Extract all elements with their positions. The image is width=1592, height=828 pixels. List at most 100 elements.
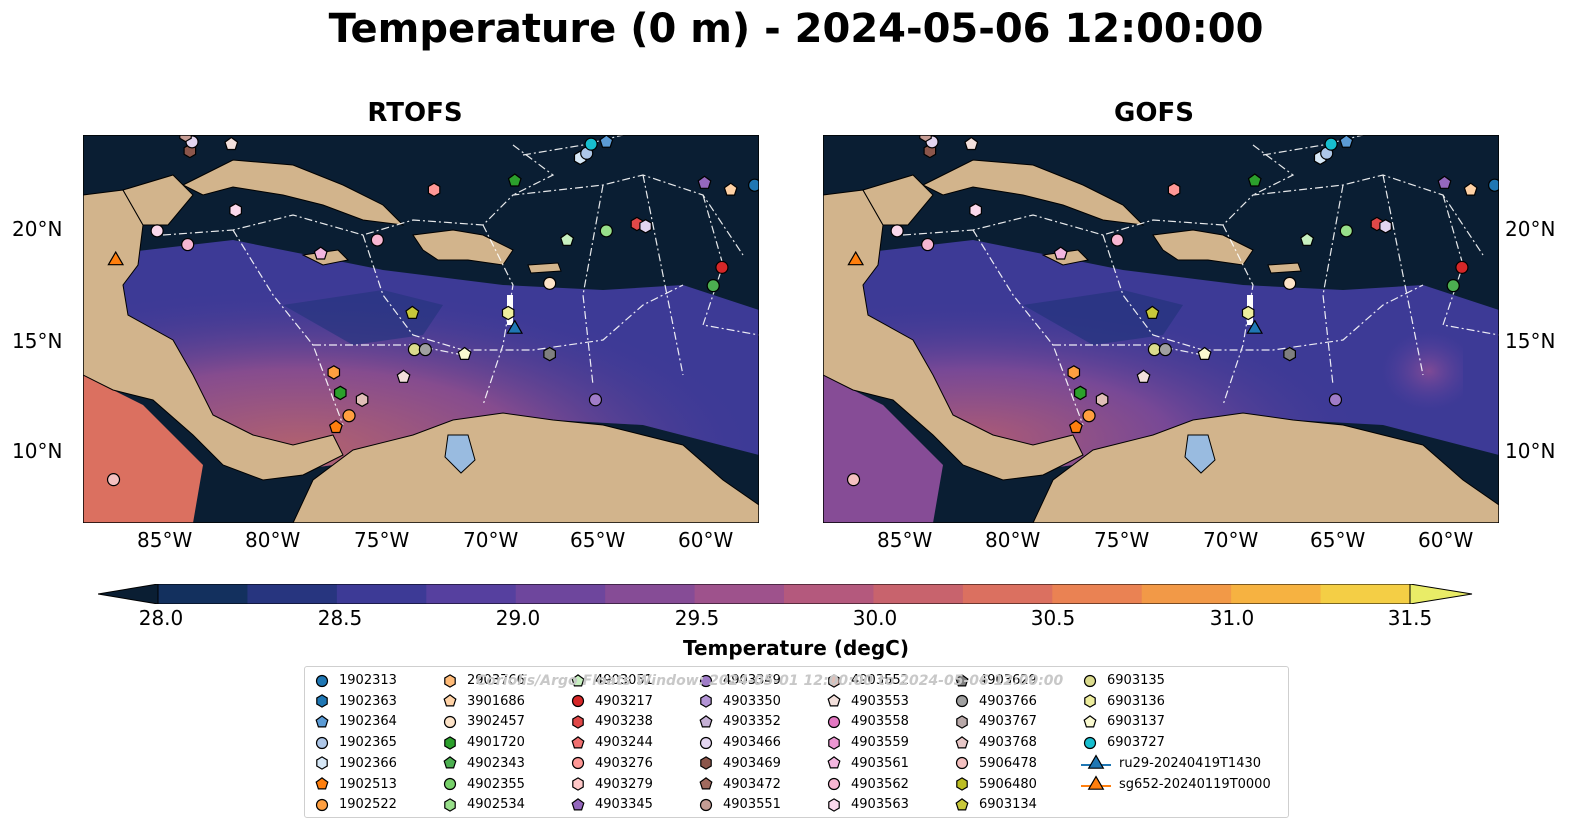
float-marker[interactable] (405, 305, 420, 319)
land-yucatan (862, 174, 934, 226)
float-marker[interactable] (1082, 409, 1096, 423)
watermark: Coriolis/Argo Floats Window: 2024-05-01 … (476, 673, 1064, 689)
float-marker[interactable] (1455, 260, 1469, 274)
float-marker[interactable] (418, 342, 432, 357)
float-marker[interactable] (588, 393, 603, 407)
float-marker[interactable] (224, 136, 239, 151)
float-marker[interactable] (1488, 178, 1502, 192)
float-marker[interactable] (697, 175, 712, 189)
float-marker[interactable] (964, 136, 979, 151)
float-marker[interactable] (1328, 393, 1343, 407)
legend-entry: 3901686 (441, 691, 525, 712)
float-marker[interactable] (150, 224, 164, 238)
legend-entry: 4903350 (697, 691, 781, 712)
legend-entry: 1902364 (313, 711, 397, 732)
float-marker[interactable] (1095, 392, 1109, 408)
float-marker[interactable] (921, 237, 935, 252)
colorbar-tick: 28.0 (138, 606, 184, 630)
lon-tick: 75°W (1094, 528, 1150, 552)
float-marker[interactable] (1437, 175, 1452, 189)
float-marker[interactable] (1247, 173, 1262, 187)
legend-entry: 4903238 (569, 711, 653, 732)
float-marker[interactable] (327, 365, 341, 380)
float-marker[interactable] (890, 224, 904, 238)
float-marker[interactable] (507, 173, 522, 187)
legend-marker-icon (699, 777, 713, 790)
float-marker[interactable] (396, 369, 411, 383)
legend-marker-icon (699, 798, 713, 811)
float-marker[interactable] (229, 203, 242, 218)
float-marker[interactable] (1197, 346, 1212, 360)
float-marker[interactable] (1145, 305, 1160, 319)
float-marker[interactable] (584, 137, 598, 151)
float-marker[interactable] (1074, 385, 1087, 401)
float-marker[interactable] (1446, 279, 1460, 293)
float-marker[interactable] (313, 246, 328, 260)
float-marker[interactable] (543, 276, 557, 290)
float-marker[interactable] (1283, 346, 1296, 362)
legend-entry: 4903279 (569, 774, 653, 795)
map-panel-gofs[interactable] (822, 127, 1502, 524)
float-marker[interactable] (501, 305, 515, 321)
float-marker[interactable] (1339, 224, 1353, 238)
float-marker[interactable] (1379, 219, 1392, 234)
dark-eddies (1023, 290, 1183, 345)
legend-entry: 2903766 (441, 670, 525, 691)
colorbar-segment (336, 584, 427, 604)
float-marker[interactable] (1167, 182, 1181, 198)
legend-entry: ru29-20240419T1430 (1081, 753, 1261, 774)
float-marker[interactable] (847, 250, 865, 266)
lon-tick: 65°W (1310, 528, 1366, 552)
float-marker[interactable] (846, 473, 861, 487)
float-marker[interactable] (1158, 342, 1172, 357)
float-marker[interactable] (1241, 305, 1255, 321)
float-marker[interactable] (639, 219, 652, 234)
legend-label: 1902513 (339, 776, 397, 792)
float-marker[interactable] (107, 250, 125, 266)
float-marker[interactable] (1463, 182, 1478, 196)
float-marker[interactable] (1300, 232, 1315, 246)
float-marker[interactable] (1136, 369, 1151, 383)
float-marker[interactable] (1339, 134, 1354, 148)
legend-entry: 6903727 (1081, 732, 1165, 753)
float-marker[interactable] (370, 233, 384, 247)
float-marker[interactable] (106, 473, 121, 487)
float-marker[interactable] (543, 346, 556, 362)
figure-title: Temperature (0 m) - 2024-05-06 12:00:00 (328, 6, 1264, 52)
float-marker[interactable] (1324, 137, 1338, 151)
lon-tick: 85°W (877, 528, 933, 552)
float-marker[interactable] (969, 203, 982, 218)
legend-label: 6903727 (1107, 735, 1165, 751)
legend-label: 4903051 (595, 673, 653, 688)
float-marker[interactable] (342, 409, 356, 423)
float-marker[interactable] (355, 392, 369, 408)
float-marker[interactable] (407, 342, 422, 357)
float-marker[interactable] (334, 385, 347, 401)
legend-marker-icon (1081, 775, 1111, 790)
float-marker[interactable] (560, 232, 575, 246)
float-marker[interactable] (599, 134, 614, 148)
float-marker[interactable] (1246, 319, 1264, 334)
float-marker[interactable] (506, 319, 524, 334)
float-marker[interactable] (1147, 342, 1162, 357)
float-marker[interactable] (715, 260, 729, 274)
legend-entry: 4903349 (697, 670, 781, 691)
map-panel-rtofs[interactable] (82, 127, 762, 524)
float-marker[interactable] (1110, 233, 1124, 247)
float-marker[interactable] (181, 237, 195, 252)
float-marker[interactable] (706, 279, 720, 293)
float-marker[interactable] (1068, 419, 1083, 434)
float-marker[interactable] (1283, 276, 1297, 290)
float-marker[interactable] (457, 346, 472, 360)
legend-marker-icon (700, 756, 712, 771)
float-marker[interactable] (328, 419, 343, 434)
legend-label: 4903559 (851, 735, 909, 751)
colorbar-extend-low (98, 584, 159, 604)
float-marker[interactable] (1067, 365, 1081, 380)
float-marker[interactable] (1053, 246, 1068, 260)
float-marker[interactable] (723, 182, 738, 196)
float-marker[interactable] (748, 178, 762, 192)
legend-label: 4903349 (723, 673, 781, 688)
float-marker[interactable] (599, 224, 613, 238)
float-marker[interactable] (427, 182, 441, 198)
